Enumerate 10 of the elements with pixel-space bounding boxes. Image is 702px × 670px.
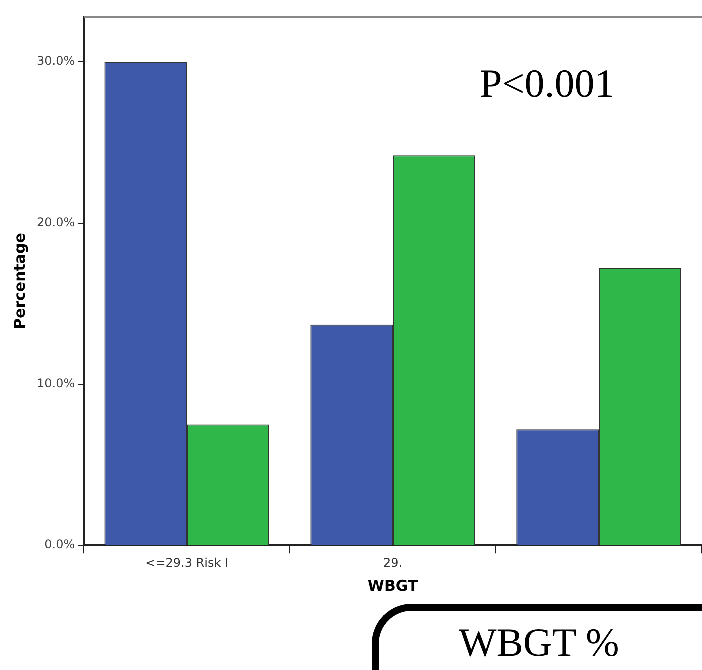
y-axis-title: Percentage (10, 233, 29, 330)
annotation: P<0.001 (480, 60, 615, 107)
text: WBGT % (372, 604, 702, 670)
y-tick-label: 0.0% (44, 538, 76, 552)
x-tick-label: 29. (384, 556, 403, 570)
y-tick-label: 30.0% (36, 54, 76, 68)
y-tick-label: 10.0% (36, 376, 76, 391)
x-axis-title: WBGT (368, 576, 419, 595)
x-tick-label: <=29.3 Risk I (146, 556, 229, 570)
y-tick-label: 20.0% (36, 215, 76, 230)
